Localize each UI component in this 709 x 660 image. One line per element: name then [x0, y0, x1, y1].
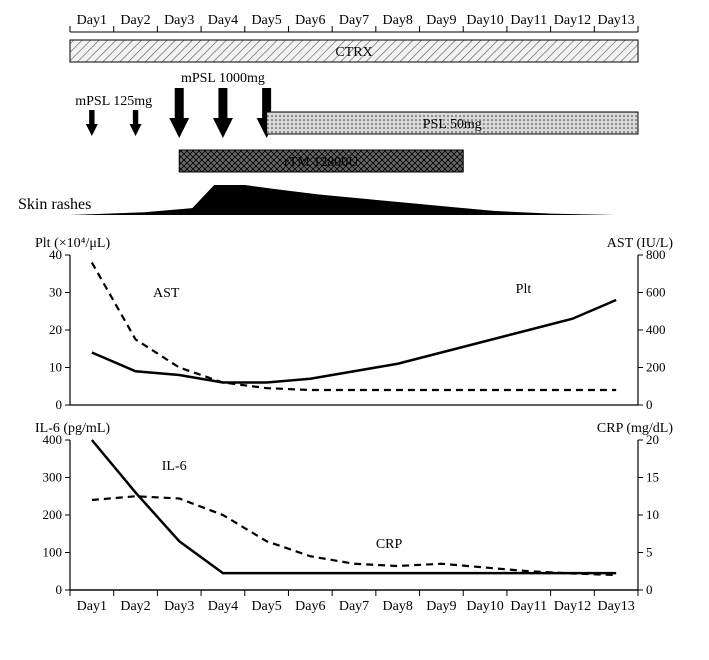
ytick-right: 0: [646, 397, 653, 412]
mpsl125-label: mPSL 125mg: [75, 94, 152, 109]
series-solid-label: IL-6: [162, 459, 187, 474]
day-label: Day11: [510, 13, 547, 28]
day-label: Day9: [426, 13, 456, 28]
day-label-bottom: Day2: [120, 599, 150, 614]
day-label: Day2: [120, 13, 150, 28]
ytick-right: 5: [646, 545, 653, 560]
ytick-left: 100: [43, 545, 63, 560]
rtm-label: rTM 12800U: [284, 155, 358, 170]
dose-arrow: [213, 88, 233, 138]
day-label-bottom: Day7: [339, 599, 369, 614]
psl-label: PSL 50mg: [423, 117, 482, 132]
day-label: Day4: [208, 13, 238, 28]
day-label-bottom: Day9: [426, 599, 456, 614]
day-label: Day8: [383, 13, 413, 28]
day-label: Day3: [164, 13, 194, 28]
ytick-left: 10: [49, 360, 62, 375]
series-dashed-label: CRP: [376, 537, 403, 552]
ytick-left: 20: [49, 322, 62, 337]
ytick-right: 15: [646, 470, 659, 485]
ytick-right: 400: [646, 322, 666, 337]
dose-arrow: [130, 110, 142, 136]
series-dashed: [92, 496, 616, 575]
series-solid: [92, 300, 616, 383]
yaxis-left-label: IL-6 (pg/mL): [35, 421, 110, 436]
day-label: Day7: [339, 13, 369, 28]
mpsl1000-label: mPSL 1000mg: [181, 71, 265, 86]
day-label: Day5: [251, 13, 281, 28]
yaxis-right-label: AST (IU/L): [607, 236, 674, 251]
day-label-bottom: Day13: [597, 599, 634, 614]
series-solid-label: Plt: [516, 282, 532, 297]
ytick-left: 200: [43, 507, 63, 522]
day-label: Day1: [77, 13, 107, 28]
day-label: Day13: [597, 13, 634, 28]
day-label-bottom: Day11: [510, 599, 547, 614]
day-label-bottom: Day8: [383, 599, 413, 614]
dose-arrow: [86, 110, 98, 136]
yaxis-left-label: Plt (×10⁴/μL): [35, 236, 110, 251]
ytick-left: 0: [56, 582, 63, 597]
ytick-right: 600: [646, 285, 666, 300]
day-label-bottom: Day3: [164, 599, 194, 614]
day-label-bottom: Day6: [295, 599, 325, 614]
day-label-bottom: Day10: [466, 599, 503, 614]
ytick-right: 0: [646, 582, 653, 597]
ytick-right: 200: [646, 360, 666, 375]
ctrx-label: CTRX: [335, 45, 372, 60]
figure: Day1 Day2 Day3 Day4 Day5 Day6 Day7 Day8 Day9 Day1…: [10, 10, 700, 650]
day-label-bottom: Day1: [77, 599, 107, 614]
figure-svg: Day1 Day2 Day3 Day4 Day5 Day6 Day7 Day8 Day9 Day1…: [10, 10, 700, 650]
ytick-right: 10: [646, 507, 659, 522]
day-label-bottom: Day5: [251, 599, 281, 614]
day-label-bottom: Day12: [554, 599, 591, 614]
day-label: Day10: [466, 13, 503, 28]
rashes-area: [70, 185, 638, 215]
ytick-left: 30: [49, 285, 62, 300]
day-label: Day12: [554, 13, 591, 28]
day-label: Day6: [295, 13, 325, 28]
series-dashed-label: AST: [153, 286, 180, 301]
dose-arrow: [169, 88, 189, 138]
yaxis-right-label: CRP (mg/dL): [597, 421, 673, 436]
ytick-left: 300: [43, 470, 63, 485]
rashes-label: Skin rashes: [18, 196, 91, 213]
ytick-left: 0: [56, 397, 63, 412]
day-label-bottom: Day4: [208, 599, 238, 614]
